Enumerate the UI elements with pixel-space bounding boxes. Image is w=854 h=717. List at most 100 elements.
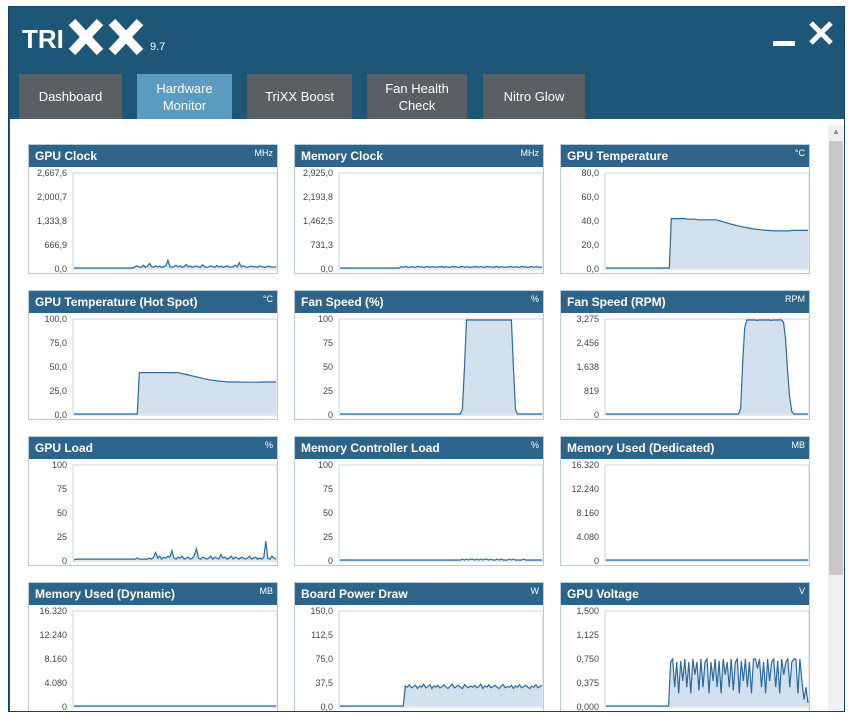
chart-plot: 150,0 112,5 75,0 37,5 0,0 [310, 606, 543, 711]
y-tick-label: 731,3 [310, 240, 333, 250]
y-tick-label: 4.080 [576, 532, 599, 542]
y-tick-label: 25 [323, 386, 333, 396]
y-tick-label: 50 [323, 508, 333, 518]
chart-panel-gpu-load: GPU Load% 100 75 50 25 0 [28, 436, 278, 566]
plot-frame [72, 464, 277, 562]
chart-panel-gpu-clock: GPU Clock MHz 2,667,6 2,000,7 1,333,8 666,9 0,… [28, 144, 278, 274]
chart-title: GPU Clock [35, 149, 98, 163]
chart-title: Memory Controller Load [301, 441, 440, 455]
chart-title: Memory Clock [301, 149, 384, 163]
y-tick-label: 80,0 [581, 168, 599, 178]
chart-unit: MHz [520, 148, 540, 158]
chart-plot: 100,0 75,0 50,0 25,0 0,0 [44, 314, 277, 419]
minimize-button[interactable] [769, 17, 801, 49]
y-tick-label: 1,333,8 [37, 216, 67, 226]
chart-title: Board Power Draw [301, 587, 408, 601]
chart-panel-gpu-temperature: GPU Temperature °C 80,0 60,0 40,0 20,0 0,0 [560, 144, 810, 274]
series-area [606, 218, 808, 268]
y-tick-label: 0 [594, 410, 599, 419]
y-tick-label: 3,275 [576, 314, 599, 324]
tab-fan-health-check[interactable]: Fan Health Check [367, 74, 467, 119]
y-tick-label: 8.160 [576, 508, 599, 518]
scrollbar-thumb[interactable] [829, 141, 843, 575]
chart-plot: 16.320 12.240 8.160 4.080 0 [571, 460, 809, 565]
y-tick-label: 0 [328, 556, 333, 565]
y-tick-label: 37,5 [315, 678, 333, 688]
chart-header: GPU Voltage V [561, 583, 809, 605]
y-tick-label: 16.320 [39, 606, 67, 616]
series-line [340, 265, 543, 269]
y-tick-label: 2,925,0 [303, 168, 333, 178]
scroll-up-arrow-icon[interactable]: ▲ [832, 127, 840, 136]
chart-plot: 2,667,6 2,000,7 1,333,8 666,9 0,0 [37, 168, 277, 273]
chart-plot: 3,275 2,456 1,638 819 0 [576, 314, 809, 419]
tab-hardware-monitor[interactable]: Hardware Monitor [137, 74, 232, 119]
chart-title: Fan Speed (RPM) [567, 295, 666, 309]
chart-panel-fan-speed-rpm: Fan Speed (RPM) RPM 3,275 2,456 1,638 819 0 [560, 290, 810, 420]
chart-header: Memory Controller Load% [295, 437, 543, 459]
y-tick-label: 1,500 [576, 606, 599, 616]
svg-text:TRI: TRI [22, 24, 64, 54]
y-tick-label: 0,0 [586, 264, 599, 273]
y-tick-label: 0 [594, 556, 599, 565]
chart-panel-gpu-voltage: GPU Voltage V 1,500 1,125 0,750 0,375 0,000 [560, 582, 810, 711]
y-tick-label: 819 [584, 386, 599, 396]
close-button[interactable] [805, 17, 837, 49]
chart-header: Fan Speed (%)% [295, 291, 543, 313]
chart-header: GPU Load% [29, 437, 277, 459]
chart-unit: V [798, 586, 805, 596]
tab-dashboard[interactable]: Dashboard [19, 74, 122, 119]
series-line [606, 218, 808, 269]
tab-nitro-glow[interactable]: Nitro Glow [483, 74, 585, 119]
y-tick-label: 2,193,8 [303, 192, 333, 202]
plot-frame [604, 464, 809, 562]
plot-frame [72, 172, 277, 270]
y-tick-label: 0,0 [54, 410, 67, 419]
chart-unit: MB [791, 440, 806, 450]
y-tick-label: 2,667,6 [37, 168, 67, 178]
y-tick-label: 112,5 [311, 630, 333, 640]
series-line [606, 657, 809, 707]
tab-trixx-boost[interactable]: TriXX Boost [247, 74, 352, 119]
series-area [74, 372, 276, 414]
plot-frame [338, 464, 543, 562]
chart-header: GPU Clock MHz [29, 145, 277, 167]
chart-title: GPU Temperature [567, 149, 669, 163]
series-area [606, 659, 808, 706]
chart-title: GPU Voltage [567, 587, 639, 601]
plot-frame [338, 172, 543, 270]
y-tick-label: 2,456 [576, 338, 599, 348]
chart-panel-board-power-draw: Board Power Draw W 150,0 112,5 75,0 37,5 0,0 [294, 582, 544, 711]
y-tick-label: 0 [62, 556, 67, 565]
chart-panel-gpu-temperature-hot-spot: GPU Temperature (Hot Spot) °C 100,0 75,0 50,… [28, 290, 278, 420]
y-tick-label: 75 [323, 484, 333, 494]
minimize-icon [773, 41, 795, 46]
chart-title: Memory Used (Dedicated) [567, 441, 715, 455]
chart-unit: % [264, 440, 273, 450]
y-tick-label: 0,750 [576, 654, 599, 664]
chart-plot: 1,500 1,125 0,750 0,375 0,000 [576, 606, 809, 711]
y-tick-label: 1,462,5 [303, 216, 333, 226]
y-tick-label: 25 [57, 532, 67, 542]
y-tick-label: 1,125 [576, 630, 599, 640]
vertical-scrollbar[interactable]: ▲ [828, 125, 844, 711]
series-line [340, 558, 542, 561]
y-tick-label: 0,0 [320, 264, 333, 273]
series-line [73, 541, 277, 561]
chart-header: Memory Used (Dedicated) MB [561, 437, 809, 459]
y-tick-label: 0 [328, 410, 333, 419]
y-tick-label: 100 [318, 460, 333, 470]
y-tick-label: 40,0 [581, 216, 599, 226]
chart-title: GPU Load [35, 441, 94, 455]
chart-header: GPU Temperature (Hot Spot) °C [29, 291, 277, 313]
chart-plot: 2,925,0 2,193,8 1,462,5 731,3 0,0 [303, 168, 543, 273]
series-line [606, 319, 808, 415]
chart-plot: 100 75 50 25 0 [52, 460, 277, 565]
trixx-window: TRI 9.7 Dashboard Hardware Monitor TriXX… [8, 6, 845, 712]
chart-unit: MB [259, 586, 274, 596]
chart-unit: % [530, 440, 539, 450]
y-tick-label: 75 [323, 338, 333, 348]
y-tick-label: 16.320 [571, 460, 599, 470]
y-tick-label: 100 [318, 314, 333, 324]
chart-plot: 80,0 60,0 40,0 20,0 0,0 [581, 168, 809, 273]
